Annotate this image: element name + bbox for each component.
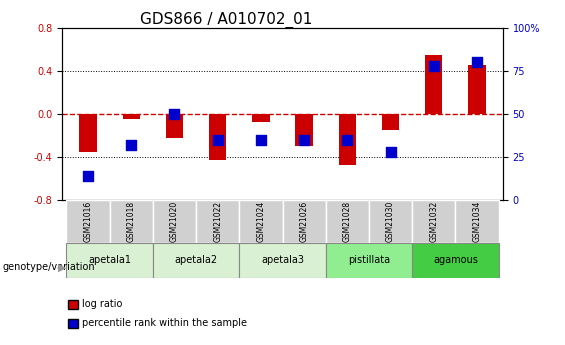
FancyBboxPatch shape	[412, 200, 455, 243]
Text: ▶: ▶	[58, 263, 67, 272]
FancyBboxPatch shape	[153, 200, 196, 243]
FancyBboxPatch shape	[369, 200, 412, 243]
FancyBboxPatch shape	[110, 200, 153, 243]
Text: GSM21024: GSM21024	[257, 201, 266, 242]
Text: apetala1: apetala1	[88, 256, 131, 265]
FancyBboxPatch shape	[67, 243, 153, 278]
Text: GSM21026: GSM21026	[299, 201, 308, 242]
Text: GSM21022: GSM21022	[213, 201, 222, 242]
Text: agamous: agamous	[433, 256, 478, 265]
FancyBboxPatch shape	[153, 243, 240, 278]
Text: GSM21018: GSM21018	[127, 201, 136, 242]
Text: GSM21030: GSM21030	[386, 201, 395, 242]
Bar	[382, 114, 399, 130]
FancyBboxPatch shape	[282, 200, 325, 243]
Point	[299, 137, 308, 142]
Text: GDS866 / A010702_01: GDS866 / A010702_01	[140, 12, 312, 28]
Bar	[295, 114, 313, 146]
FancyBboxPatch shape	[325, 200, 369, 243]
Text: GSM21032: GSM21032	[429, 201, 438, 242]
Point	[84, 173, 93, 179]
Text: GSM21028: GSM21028	[343, 201, 352, 242]
Bar	[166, 114, 183, 138]
FancyBboxPatch shape	[455, 200, 498, 243]
Text: genotype/variation: genotype/variation	[3, 263, 95, 272]
Bar	[123, 114, 140, 119]
Point	[343, 137, 352, 142]
Point	[127, 142, 136, 148]
FancyBboxPatch shape	[325, 243, 412, 278]
Text: GSM21034: GSM21034	[472, 201, 481, 242]
Text: GSM21016: GSM21016	[84, 201, 93, 242]
Bar	[468, 65, 485, 114]
Point	[170, 111, 179, 117]
Text: pistillata: pistillata	[348, 256, 390, 265]
Point	[386, 149, 395, 155]
Bar	[425, 55, 442, 114]
Bar	[209, 114, 227, 160]
FancyBboxPatch shape	[196, 200, 240, 243]
Text: apetala2: apetala2	[175, 256, 218, 265]
FancyBboxPatch shape	[240, 243, 325, 278]
Text: apetala3: apetala3	[261, 256, 304, 265]
FancyBboxPatch shape	[67, 200, 110, 243]
FancyBboxPatch shape	[240, 200, 282, 243]
Text: log ratio: log ratio	[82, 299, 122, 309]
FancyBboxPatch shape	[412, 243, 498, 278]
Point	[429, 63, 438, 68]
Point	[472, 59, 481, 65]
Point	[213, 137, 222, 142]
Bar	[252, 114, 270, 122]
Bar	[80, 114, 97, 151]
Point	[257, 137, 266, 142]
Text: percentile rank within the sample: percentile rank within the sample	[82, 318, 247, 328]
Bar	[338, 114, 356, 165]
Text: GSM21020: GSM21020	[170, 201, 179, 242]
